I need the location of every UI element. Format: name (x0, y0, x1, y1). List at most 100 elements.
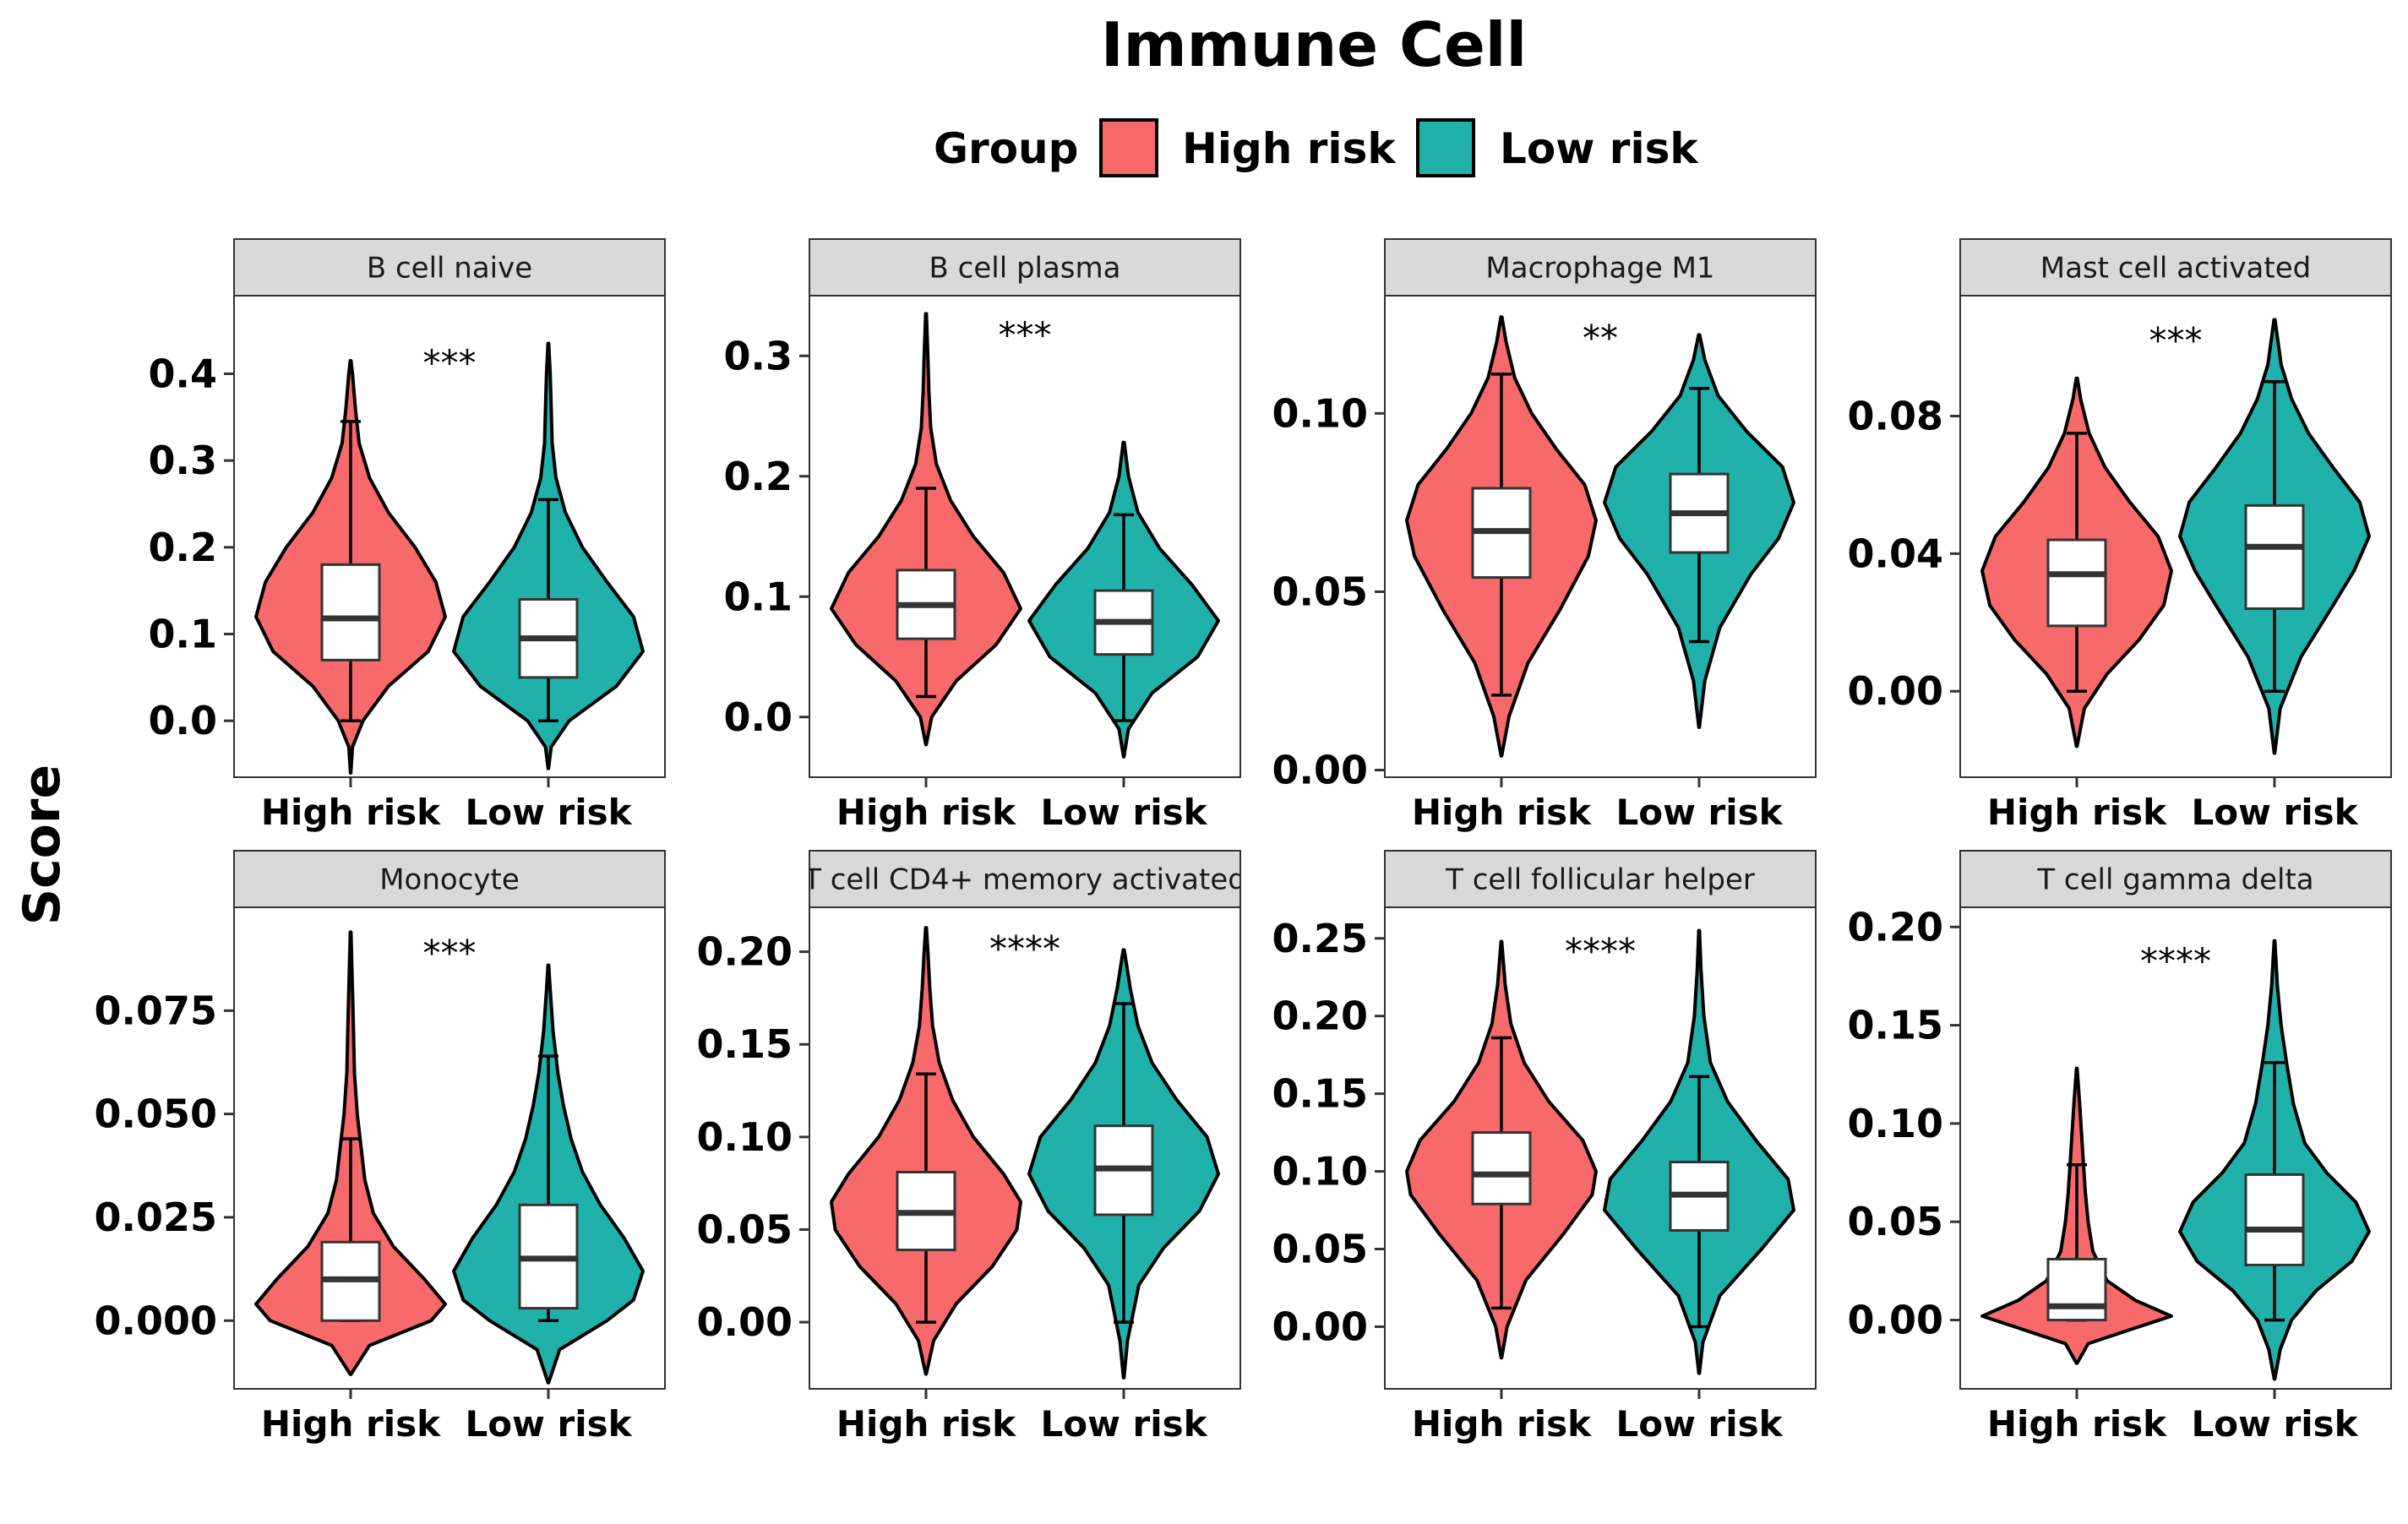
violin-high-risk (1980, 1066, 2173, 1365)
panel-strip-label: Macrophage M1 (1485, 252, 1714, 286)
y-tick-label: 0.3 (724, 333, 793, 378)
panel-strip-label: T cell follicular helper (1445, 863, 1755, 897)
panel-strip (233, 238, 666, 297)
x-tick-label: Low risk (1615, 792, 1783, 833)
panel-strip-label: T cell CD4+ memory activated (803, 863, 1246, 897)
panel-b-cell-naive: B cell naive 0.0 0.1 0.2 0.3 0.4 High risk Low … (149, 238, 666, 833)
panel-strip (1959, 238, 2392, 297)
x-tick-label: High risk (261, 792, 441, 833)
violin-high-risk (254, 359, 447, 775)
panel-strip-label: B cell naive (367, 252, 532, 286)
violin-low-risk (1603, 928, 1795, 1375)
panel-strip-label: Monocyte (379, 863, 520, 897)
panel-frame (809, 295, 1241, 778)
x-tick-label: Low risk (2191, 792, 2358, 833)
legend-label-low-risk: Low risk (1500, 124, 1699, 173)
y-tick-label: 0.10 (1848, 1101, 1944, 1146)
x-tick-label: Low risk (2191, 1403, 2358, 1445)
violin-low-risk (452, 341, 645, 770)
panel-frame (233, 906, 666, 1390)
violin-low-risk (2178, 318, 2371, 755)
significance-label: *** (423, 342, 477, 384)
x-tick-label: Low risk (1040, 1403, 1207, 1445)
y-tick-label: 0.25 (1272, 916, 1369, 961)
y-tick-label: 0.15 (1272, 1071, 1369, 1117)
panel-monocyte: Monocyte 0.000 0.025 0.050 0.075 High risk Low… (94, 850, 666, 1445)
y-tick-label: 0.10 (697, 1114, 793, 1160)
y-tick-label: 0.3 (149, 438, 218, 483)
violin-low-risk (1027, 948, 1220, 1380)
y-tick-label: 0.0 (149, 698, 218, 743)
violin-low-risk (1027, 440, 1220, 759)
panel-t-cell-cd4-memory-activated: T cell CD4+ memory activated 0.00 0.05 0.10… (697, 850, 1246, 1445)
y-tick-label: 0.04 (1848, 531, 1944, 576)
y-tick-label: 0.00 (1272, 1304, 1369, 1349)
x-tick-label: High risk (1987, 1403, 2167, 1445)
box-iqr (2046, 1257, 2107, 1322)
y-tick-label: 0.2 (149, 525, 218, 570)
y-tick-label: 0.2 (724, 454, 793, 499)
y-tick-label: 0.08 (1848, 394, 1944, 439)
panel-t-cell-gamma-delta: T cell gamma delta 0.00 0.05 0.10 0.15 0.20 Hi… (1848, 850, 2392, 1445)
y-tick-label: 0.00 (1848, 668, 1944, 714)
panel-strip (809, 850, 1241, 908)
panel-strip (1384, 850, 1817, 908)
y-tick-label: 0.1 (724, 574, 793, 619)
x-tick-label: High risk (1412, 792, 1592, 833)
y-tick-label: 0.10 (1272, 390, 1369, 436)
legend: Group High risk Low risk (934, 118, 1699, 177)
panel-mast-cell-activated: Mast cell activated 0.00 0.04 0.08 High risk… (1848, 238, 2392, 833)
x-tick-label: High risk (261, 1403, 441, 1445)
y-tick-label: 0.075 (94, 988, 217, 1033)
significance-label: ** (1583, 318, 1618, 359)
y-tick-label: 0.20 (1272, 993, 1369, 1039)
legend-label-high-risk: High risk (1182, 124, 1397, 173)
y-tick-label: 0.00 (697, 1299, 793, 1345)
y-tick-label: 0.050 (94, 1091, 217, 1137)
panel-frame (1959, 295, 2392, 778)
significance-label: **** (2140, 940, 2211, 982)
x-tick-label: High risk (836, 792, 1016, 833)
panel-strip (1384, 238, 1817, 297)
significance-label: *** (999, 314, 1052, 356)
legend-key-high-risk (1099, 118, 1158, 177)
violin-high-risk (1405, 939, 1598, 1360)
legend-title: Group (934, 124, 1078, 173)
y-tick-label: 0.000 (94, 1298, 217, 1343)
violin-low-risk (452, 963, 645, 1385)
significance-label: *** (2149, 320, 2203, 362)
y-tick-label: 0.20 (1848, 904, 1944, 950)
x-tick-label: High risk (1412, 1403, 1592, 1445)
panel-frame (1959, 906, 2392, 1390)
panel-strip-label: T cell gamma delta (2036, 863, 2313, 897)
y-tick-label: 0.4 (149, 351, 218, 396)
panels: B cell naive 0.0 0.1 0.2 0.3 0.4 High risk Low … (94, 238, 2392, 1445)
y-tick-label: 0.05 (1272, 569, 1369, 614)
box-iqr (2244, 503, 2305, 610)
legend-key-low-risk (1416, 118, 1475, 177)
y-tick-label: 0.00 (1848, 1298, 1944, 1343)
box-iqr (320, 563, 381, 661)
x-tick-label: High risk (1987, 792, 2167, 833)
panel-frame (809, 906, 1241, 1390)
violin-high-risk (254, 930, 447, 1376)
panel-strip-label: Mast cell activated (2040, 252, 2311, 286)
panel-frame (233, 295, 666, 778)
panel-strip-label: B cell plasma (929, 252, 1121, 286)
panel-b-cell-plasma: B cell plasma 0.0 0.1 0.2 0.3 High risk Low ri… (724, 238, 1241, 833)
x-tick-label: High risk (836, 1403, 1016, 1445)
y-tick-label: 0.05 (1272, 1227, 1369, 1272)
y-tick-label: 0.025 (94, 1195, 217, 1240)
chart-title: Immune Cell (1101, 9, 1527, 80)
violin-high-risk (830, 312, 1022, 747)
box-iqr (2046, 538, 2107, 628)
y-tick-label: 0.15 (697, 1021, 793, 1067)
y-tick-label: 0.05 (697, 1206, 793, 1252)
box-iqr (2244, 1173, 2305, 1266)
panel-strip (809, 238, 1241, 297)
panel-strip (233, 850, 666, 908)
y-tick-label: 0.15 (1848, 1003, 1944, 1048)
violin-high-risk (1405, 315, 1598, 758)
panel-frame (1384, 295, 1817, 778)
